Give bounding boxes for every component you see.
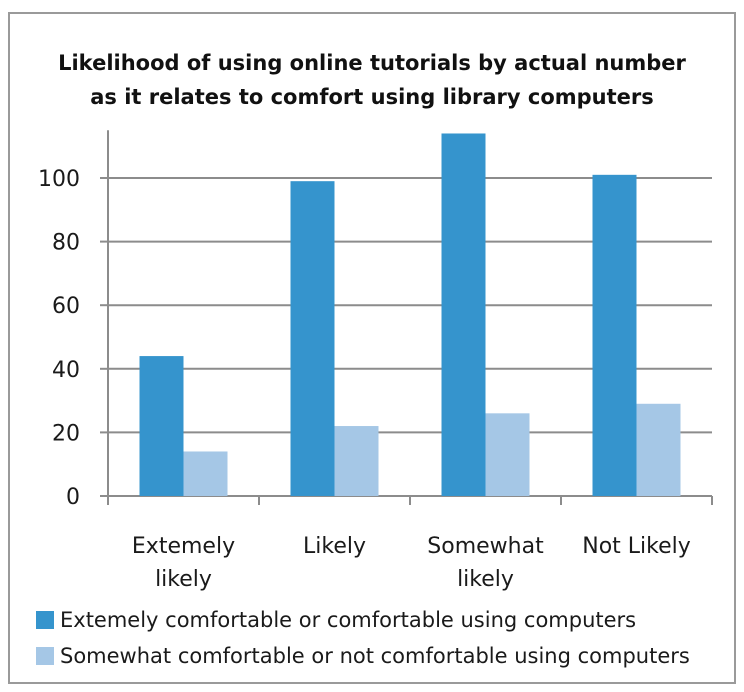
bar-series-2-cat-3: [485, 413, 530, 496]
bar-series-1-cat-3: [441, 133, 486, 497]
bar-series-1-cat-2: [290, 181, 335, 496]
y-tick-label-20: 20: [52, 421, 80, 446]
x-category-label-line: Extemely: [131, 534, 236, 559]
bar-series-2-cat-4: [636, 403, 681, 496]
y-tick-label-80: 80: [52, 231, 80, 256]
bar-series-2-cat-2: [334, 426, 379, 496]
bar-series-1-cat-1: [139, 356, 184, 496]
chart-title-line-1: Likelihood of using online tutorials by …: [58, 51, 686, 75]
x-category-label-line: Somewhat: [427, 534, 544, 559]
legend-item-series-1: Extemely comfortable or comfortable usin…: [36, 602, 690, 638]
y-tick-label-60: 60: [52, 294, 80, 319]
x-category-label-4: Not Likely: [562, 530, 712, 563]
x-category-label-line: likely: [155, 567, 212, 592]
y-tick-label-40: 40: [52, 358, 80, 383]
chart-title-line-2: as it relates to comfort using library c…: [90, 85, 654, 109]
legend-label-series-2: Somewhat comfortable or not comfortable …: [60, 644, 690, 668]
legend: Extemely comfortable or comfortable usin…: [36, 602, 690, 674]
legend-item-series-2: Somewhat comfortable or not comfortable …: [36, 638, 690, 674]
legend-swatch-series-1: [36, 611, 54, 629]
x-category-label-2: Likely: [260, 530, 410, 563]
legend-swatch-series-2: [36, 647, 54, 665]
bar-series-2-cat-1: [183, 451, 228, 496]
y-tick-label-0: 0: [66, 485, 80, 510]
x-category-label-line: likely: [457, 567, 514, 592]
x-category-label-line: Likely: [303, 534, 366, 559]
legend-label-series-1: Extemely comfortable or comfortable usin…: [60, 608, 637, 632]
bar-series-1-cat-4: [592, 174, 637, 496]
x-category-label-1: Extemely likely: [109, 530, 259, 596]
x-category-label-line: Not Likely: [582, 534, 691, 559]
y-tick-label-100: 100: [38, 167, 80, 192]
x-category-label-3: Somewhat likely: [411, 530, 561, 596]
chart-title: Likelihood of using online tutorials by …: [0, 46, 744, 114]
